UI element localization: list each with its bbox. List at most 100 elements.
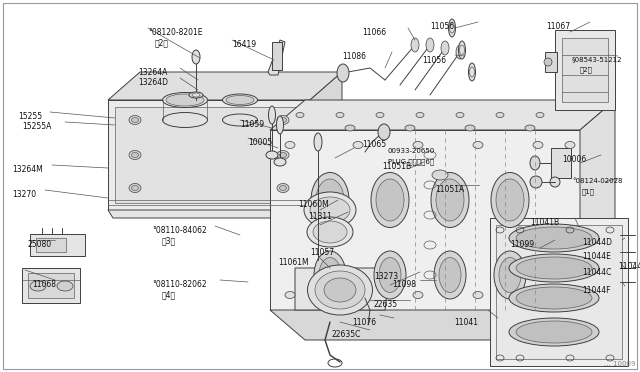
Ellipse shape (496, 112, 504, 118)
Polygon shape (108, 100, 310, 210)
Bar (555, 30, 615, 110)
Ellipse shape (277, 183, 289, 192)
Ellipse shape (456, 112, 464, 118)
Ellipse shape (516, 321, 592, 343)
Ellipse shape (550, 177, 560, 187)
Ellipse shape (509, 224, 599, 252)
Ellipse shape (525, 125, 535, 131)
Text: （2）: （2） (580, 66, 593, 73)
Ellipse shape (285, 292, 295, 298)
Ellipse shape (276, 116, 284, 134)
Text: ... 10009: ... 10009 (604, 361, 635, 367)
Polygon shape (115, 107, 303, 203)
Text: （2）: （2） (155, 38, 169, 47)
Text: 11065: 11065 (362, 140, 386, 149)
Text: （1）: （1） (582, 188, 595, 195)
Text: 13264M: 13264M (12, 165, 43, 174)
Ellipse shape (376, 179, 404, 221)
Polygon shape (270, 310, 615, 340)
Text: 15255: 15255 (18, 112, 42, 121)
Bar (545, 52, 557, 72)
Text: 11099: 11099 (510, 240, 534, 249)
Ellipse shape (310, 197, 350, 223)
Polygon shape (108, 210, 315, 218)
Ellipse shape (465, 125, 475, 131)
Ellipse shape (536, 112, 544, 118)
Ellipse shape (30, 281, 46, 291)
Ellipse shape (516, 227, 592, 249)
Text: 11060M: 11060M (298, 200, 329, 209)
Bar (562, 38, 608, 102)
Ellipse shape (509, 254, 599, 282)
Text: 13270: 13270 (12, 190, 36, 199)
Text: °08120-8201E: °08120-8201E (148, 28, 202, 37)
Ellipse shape (280, 153, 287, 157)
Ellipse shape (280, 118, 287, 122)
Ellipse shape (509, 318, 599, 346)
Polygon shape (295, 258, 390, 310)
Text: 10006: 10006 (562, 155, 586, 164)
Text: 11044C: 11044C (582, 268, 611, 277)
Ellipse shape (416, 112, 424, 118)
Bar (272, 42, 282, 70)
Ellipse shape (565, 141, 575, 148)
Text: §08543-51212: §08543-51212 (572, 56, 623, 62)
Ellipse shape (311, 173, 349, 228)
Ellipse shape (434, 251, 466, 299)
Ellipse shape (304, 192, 356, 228)
Ellipse shape (192, 50, 200, 64)
Ellipse shape (371, 173, 409, 228)
Ellipse shape (226, 96, 254, 105)
Text: （4）: （4） (162, 290, 176, 299)
Ellipse shape (315, 271, 365, 309)
Ellipse shape (353, 292, 363, 298)
Ellipse shape (516, 287, 592, 309)
Text: 25080: 25080 (28, 240, 52, 249)
Ellipse shape (413, 292, 423, 298)
Ellipse shape (436, 179, 464, 221)
Text: 15255A: 15255A (22, 122, 51, 131)
Ellipse shape (439, 257, 461, 292)
Text: 11056: 11056 (430, 22, 454, 31)
Bar (36, 238, 66, 252)
Ellipse shape (432, 170, 448, 180)
Ellipse shape (379, 257, 401, 292)
Ellipse shape (516, 257, 592, 279)
Text: 11059: 11059 (240, 120, 264, 129)
Text: 13264D: 13264D (138, 78, 168, 87)
Ellipse shape (269, 106, 275, 124)
Text: 13273: 13273 (374, 272, 398, 281)
Text: 11056: 11056 (422, 56, 446, 65)
Ellipse shape (449, 19, 456, 37)
Text: 11044D: 11044D (582, 238, 612, 247)
Text: 11044: 11044 (618, 262, 640, 271)
Ellipse shape (376, 112, 384, 118)
Ellipse shape (314, 133, 322, 151)
Ellipse shape (426, 38, 434, 52)
Text: 16419: 16419 (232, 40, 256, 49)
Ellipse shape (458, 41, 465, 59)
Text: （3）: （3） (162, 236, 176, 245)
Ellipse shape (456, 45, 464, 59)
Text: °08110-84062: °08110-84062 (152, 226, 207, 235)
Polygon shape (108, 72, 342, 100)
Ellipse shape (274, 158, 286, 166)
Ellipse shape (307, 265, 372, 315)
Ellipse shape (533, 141, 543, 148)
Text: 11076: 11076 (352, 318, 376, 327)
Ellipse shape (319, 257, 341, 292)
Ellipse shape (277, 151, 289, 160)
Ellipse shape (163, 93, 207, 108)
Text: °08124-02028: °08124-02028 (572, 178, 623, 184)
Text: 10005: 10005 (248, 138, 272, 147)
Ellipse shape (431, 173, 469, 228)
Text: 11044F: 11044F (582, 286, 611, 295)
Text: 11061M: 11061M (278, 258, 308, 267)
Ellipse shape (129, 183, 141, 192)
Bar (490, 218, 628, 366)
Ellipse shape (413, 141, 423, 148)
Text: 22635: 22635 (374, 300, 398, 309)
Ellipse shape (565, 292, 575, 298)
Text: 00933-20650: 00933-20650 (388, 148, 435, 154)
Ellipse shape (544, 58, 552, 66)
